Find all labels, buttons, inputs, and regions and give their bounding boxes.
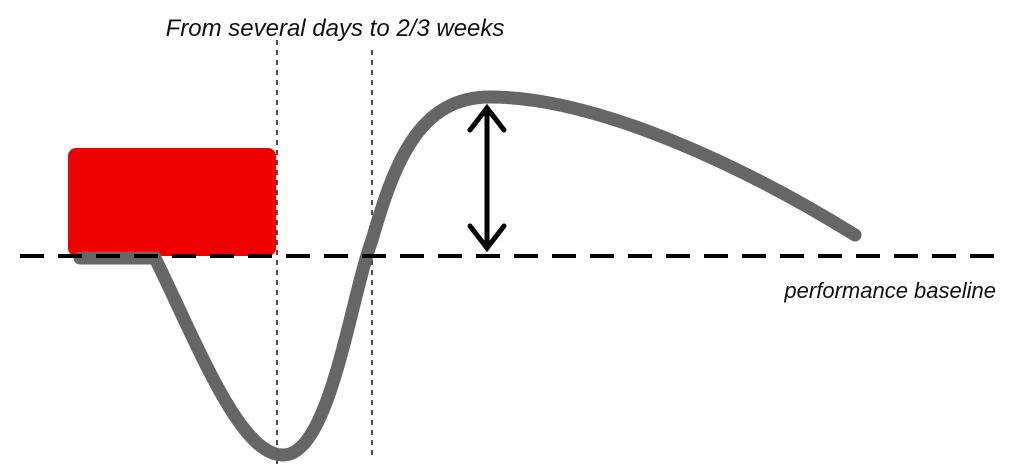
baseline-label: performance baseline: [783, 278, 996, 303]
performance-curve: [73, 90, 862, 462]
gain-arrow: [467, 103, 507, 253]
duration-label: From several days to 2/3 weeks: [166, 15, 505, 42]
stimulus-block: [68, 148, 276, 256]
